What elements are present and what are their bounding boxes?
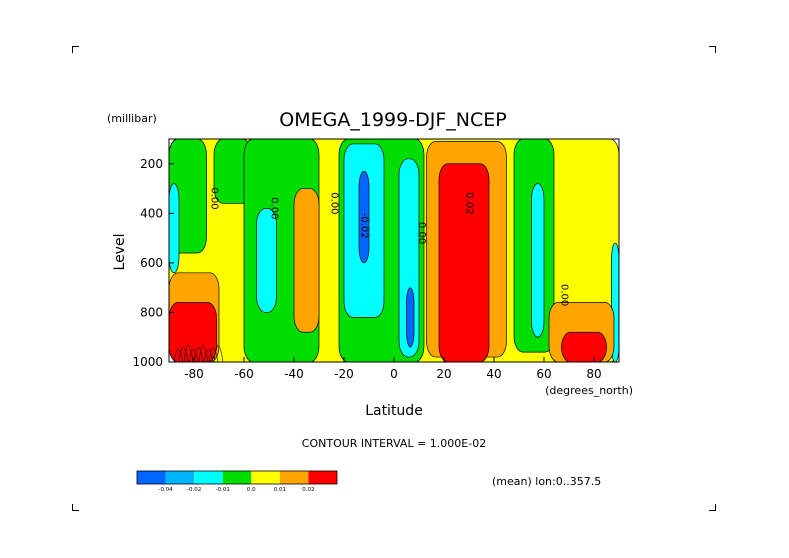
polar-contour-line xyxy=(198,345,209,362)
plot-area: 0.00 0.00 0.00 -0.02 0.00 0.02 0.00 xyxy=(168,138,620,363)
colorbar-swatch xyxy=(279,471,309,484)
colorbar-swatch xyxy=(194,471,223,484)
polar-contour-line xyxy=(203,349,214,362)
x-tick-label: 80 xyxy=(586,367,601,381)
chart-title: OMEGA_1999-DJF_NCEP xyxy=(279,109,506,131)
y-tick-label: 600 xyxy=(140,256,163,270)
polar-contour-line xyxy=(173,349,184,362)
contour-label: -0.02 xyxy=(359,213,370,239)
colorbar-label: -0.04 xyxy=(158,487,173,493)
contour-label: 0.00 xyxy=(209,187,220,209)
contour-label: 0.02 xyxy=(464,192,475,214)
contour-region-red xyxy=(438,163,490,362)
contour-interval-text: CONTOUR INTERVAL = 1.000E-02 xyxy=(302,437,486,450)
colorbar-label: 0.0 xyxy=(247,487,256,493)
colorbar-swatch xyxy=(308,471,337,484)
colorbar-label: 0.02 xyxy=(302,487,314,493)
x-units-label: (degrees_north) xyxy=(545,384,633,397)
colorbar-swatch xyxy=(222,471,252,484)
colorbar-swatch xyxy=(137,471,166,484)
y-tick-label: 200 xyxy=(140,157,163,171)
axis-ticks: -80 -60 -40 -20 0 20 40 60 80 200 400 600 800 1000 xyxy=(132,157,601,381)
colorbar-swatch xyxy=(251,471,280,484)
crop-mark-bottom-left xyxy=(72,504,79,511)
contour-label: 0.00 xyxy=(416,222,427,244)
y-units-label: (millibar) xyxy=(107,112,157,125)
contour-region-blue xyxy=(358,170,370,264)
x-tick-label: 60 xyxy=(536,367,551,381)
x-tick-label: 40 xyxy=(486,367,501,381)
crop-mark-top-left xyxy=(72,46,79,53)
colorbar-swatch xyxy=(165,471,195,484)
y-tick-label: 400 xyxy=(140,206,163,220)
x-tick-label: 0 xyxy=(390,367,398,381)
x-tick-label: -20 xyxy=(334,367,354,381)
polar-contour-line xyxy=(208,347,219,362)
contour-label: 0.00 xyxy=(559,284,570,306)
mean-text: (mean) lon:0..357.5 xyxy=(492,475,601,488)
x-tick-label: -40 xyxy=(284,367,304,381)
y-tick-label: 800 xyxy=(140,305,163,319)
colorbar-label: -0.02 xyxy=(187,487,201,493)
contour-region-orange xyxy=(293,188,320,333)
contour-region-blue xyxy=(406,287,415,348)
contour-region-red xyxy=(561,331,607,362)
polar-contour-line xyxy=(193,347,204,362)
contour-label: 0.00 xyxy=(329,192,340,214)
x-axis-label: Latitude xyxy=(365,403,423,419)
colorbar-frame xyxy=(136,470,338,485)
crop-mark-bottom-right xyxy=(709,504,716,511)
x-tick-label: -60 xyxy=(234,367,254,381)
polar-contour-line xyxy=(178,347,189,362)
contour-region-cyan xyxy=(531,183,545,338)
contour-label: 0.00 xyxy=(269,197,280,219)
y-tick-label: 1000 xyxy=(132,355,163,369)
polar-contour-line xyxy=(188,349,199,362)
polar-contour-line xyxy=(213,345,224,362)
colorbar-label: 0.01 xyxy=(274,487,286,493)
crop-mark-top-right xyxy=(709,46,716,53)
x-tick-label: -80 xyxy=(184,367,204,381)
contour-region-cyan xyxy=(169,183,180,274)
contour-fill-group xyxy=(169,139,619,362)
polar-contour-line xyxy=(183,345,194,362)
colorbar: -0.04 -0.02 -0.01 0.0 0.01 0.02 xyxy=(136,470,338,493)
x-tick-label: 20 xyxy=(436,367,451,381)
y-axis-label: Level xyxy=(112,234,128,271)
colorbar-label: -0.01 xyxy=(216,487,230,493)
contour-region-cyan xyxy=(256,208,277,313)
